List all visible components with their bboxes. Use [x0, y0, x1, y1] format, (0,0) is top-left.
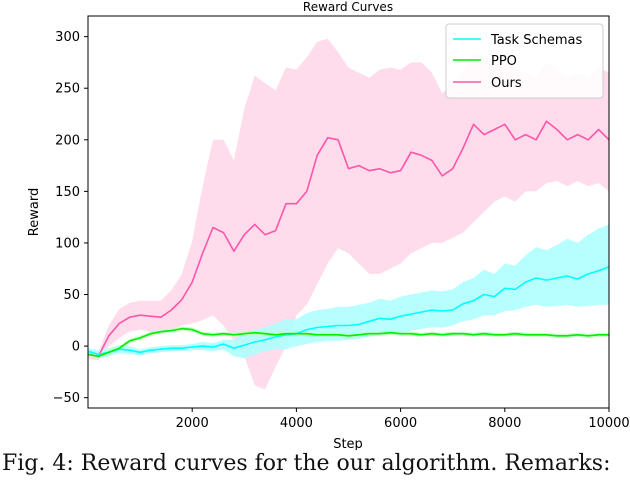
- x-axis-label: Step: [333, 437, 363, 450]
- legend-label-ours: Ours: [491, 76, 522, 91]
- legend-label-ppo: PPO: [491, 54, 517, 69]
- series-lines: [87, 120, 610, 358]
- legend-box: [445, 23, 604, 99]
- figure-caption: Fig. 4: Reward curves for the our algori…: [2, 451, 611, 476]
- legend-label-task-schemas: Task Schemas: [490, 33, 582, 48]
- y-tick-label: 300: [55, 30, 80, 45]
- y-tick-label: 250: [55, 82, 80, 97]
- x-tick-label: 2000: [176, 416, 209, 431]
- line-ppo: [87, 327, 609, 358]
- x-tick-label: 10000: [588, 416, 629, 431]
- x-tick-label: 6000: [384, 416, 417, 431]
- x-axis-ticks: 2000 4000 6000 8000 10000: [176, 408, 630, 431]
- y-axis-ticks: −50 0 50 100 150 200 250 300: [53, 30, 88, 406]
- y-tick-label: −50: [53, 391, 80, 406]
- y-tick-label: 100: [55, 236, 80, 251]
- band-task-schemas: [88, 224, 609, 359]
- x-tick-label: 8000: [488, 416, 521, 431]
- legend: Task Schemas PPO Ours: [445, 23, 604, 99]
- chart-title: Reward Curves: [303, 0, 393, 14]
- x-tick-label: 4000: [280, 416, 313, 431]
- plot-frame: [87, 15, 610, 409]
- y-tick-label: 200: [55, 133, 80, 148]
- y-tick-label: 150: [55, 185, 80, 200]
- band-ours: [88, 38, 609, 390]
- reward-curves-chart: Reward Curves 2000 4000 6000 8000 10000 −50 0…: [27, 0, 630, 450]
- line-task-schemas: [87, 265, 610, 356]
- y-tick-label: 0: [72, 340, 80, 355]
- y-tick-label: 50: [63, 288, 80, 303]
- line-ours: [87, 120, 610, 358]
- y-axis-label: Reward: [27, 188, 42, 236]
